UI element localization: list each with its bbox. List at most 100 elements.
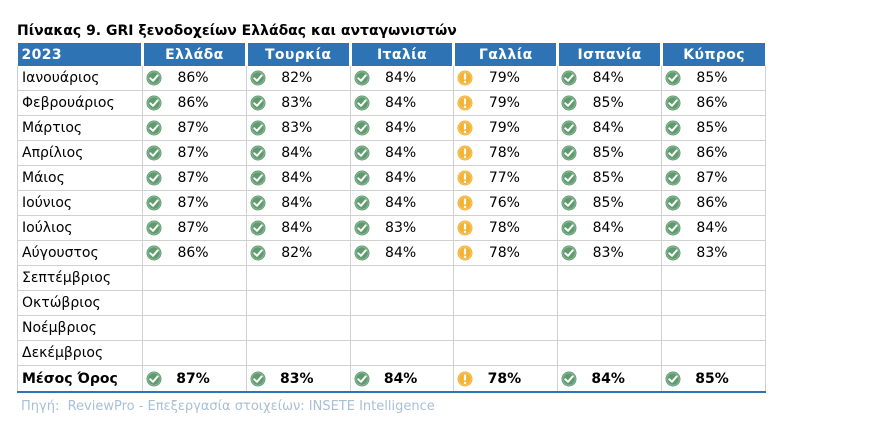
gri-value: 87% xyxy=(177,120,209,136)
gri-value: 83% xyxy=(696,245,728,261)
value-cell: 84% xyxy=(246,190,351,216)
value-cell: 83% xyxy=(661,240,766,266)
value-cell: 84% xyxy=(246,215,351,241)
gri-table: 2023 Ελλάδα Τουρκία Ιταλία Γαλλία Ισπανί… xyxy=(17,43,766,393)
value-cell xyxy=(350,290,455,316)
table-title: Πίνακας 9. GRI ξενοδοχείων Ελλάδας και α… xyxy=(17,23,457,39)
exclamation-circle-icon xyxy=(457,170,473,186)
header-country: Κύπρος xyxy=(661,43,766,66)
check-circle-icon xyxy=(665,220,681,236)
value-cell: 86% xyxy=(661,190,766,216)
exclamation-circle-icon xyxy=(457,220,473,236)
value-cell xyxy=(453,265,559,291)
check-circle-icon xyxy=(146,145,162,161)
value-cell xyxy=(661,340,766,366)
check-circle-icon xyxy=(146,220,162,236)
value-cell: 78% xyxy=(453,215,559,241)
check-circle-icon xyxy=(354,245,370,261)
gri-value: 83% xyxy=(385,220,417,236)
check-circle-icon xyxy=(665,371,681,387)
gri-value: 78% xyxy=(488,245,520,261)
check-circle-icon xyxy=(354,120,370,136)
check-circle-icon xyxy=(561,120,577,136)
gri-value: 86% xyxy=(177,95,209,111)
value-cell: 79% xyxy=(453,90,559,116)
gri-value: 86% xyxy=(696,95,728,111)
row-label: Νοέμβριος xyxy=(17,315,143,341)
check-circle-icon xyxy=(250,371,266,387)
value-cell: 84% xyxy=(557,66,662,91)
gri-value: 85% xyxy=(696,120,728,136)
check-circle-icon xyxy=(665,120,681,136)
gri-value: 84% xyxy=(696,220,728,236)
check-circle-icon xyxy=(146,70,162,86)
gri-value: 87% xyxy=(177,170,209,186)
gri-value: 76% xyxy=(488,195,520,211)
value-cell: 84% xyxy=(246,165,351,191)
value-cell: 86% xyxy=(661,90,766,116)
value-cell: 86% xyxy=(142,90,247,116)
value-cell xyxy=(142,290,247,316)
check-circle-icon xyxy=(354,170,370,186)
table-row: Ιανουάριος 86% 82% 84% 79% 84% 85% xyxy=(17,66,766,91)
value-cell: 84% xyxy=(557,115,662,141)
value-cell: 82% xyxy=(246,66,351,91)
gri-value: 85% xyxy=(696,70,728,86)
value-cell xyxy=(142,265,247,291)
check-circle-icon xyxy=(561,70,577,86)
check-circle-icon xyxy=(250,120,266,136)
value-cell: 87% xyxy=(142,190,247,216)
exclamation-circle-icon xyxy=(457,120,473,136)
value-cell: 78% xyxy=(453,365,559,393)
table-row: Νοέμβριος xyxy=(17,315,766,341)
value-cell: 79% xyxy=(453,115,559,141)
value-cell xyxy=(453,340,559,366)
gri-value: 78% xyxy=(488,220,520,236)
value-cell: 85% xyxy=(557,90,662,116)
value-cell xyxy=(246,315,351,341)
check-circle-icon xyxy=(665,245,681,261)
value-cell xyxy=(350,340,455,366)
gri-value: 82% xyxy=(281,70,313,86)
gri-value: 84% xyxy=(385,195,417,211)
source-note: Πηγή: ReviewPro - Επεξεργασία στοιχείων:… xyxy=(21,399,435,414)
table-row: Οκτώβριος xyxy=(17,290,766,316)
check-circle-icon xyxy=(250,70,266,86)
value-cell xyxy=(557,290,662,316)
gri-value: 84% xyxy=(281,220,313,236)
row-label: Σεπτέμβριος xyxy=(17,265,143,291)
value-cell xyxy=(142,315,247,341)
gri-value: 84% xyxy=(385,95,417,111)
value-cell xyxy=(246,290,351,316)
row-label: Μάρτιος xyxy=(17,115,143,141)
row-label: Οκτώβριος xyxy=(17,290,143,316)
value-cell: 84% xyxy=(350,66,455,91)
gri-value: 84% xyxy=(592,70,624,86)
value-cell: 87% xyxy=(142,165,247,191)
table-row: Μάρτιος 87% 83% 84% 79% 84% 85% xyxy=(17,115,766,141)
value-cell xyxy=(453,290,559,316)
check-circle-icon xyxy=(561,220,577,236)
value-cell: 84% xyxy=(350,115,455,141)
check-circle-icon xyxy=(561,371,577,387)
gri-value: 78% xyxy=(488,145,520,161)
average-row: Μέσος Όρος 87% 83% 84% 78% 84% 85% xyxy=(17,365,766,393)
header-year: 2023 xyxy=(17,43,144,66)
exclamation-circle-icon xyxy=(457,95,473,111)
check-circle-icon xyxy=(354,220,370,236)
value-cell xyxy=(142,340,247,366)
gri-value: 83% xyxy=(281,95,313,111)
check-circle-icon xyxy=(146,95,162,111)
gri-value: 84% xyxy=(385,170,417,186)
value-cell: 84% xyxy=(557,365,662,393)
check-circle-icon xyxy=(146,120,162,136)
gri-value: 83% xyxy=(281,120,313,136)
value-cell: 83% xyxy=(246,365,351,393)
value-cell: 83% xyxy=(246,90,351,116)
value-cell: 83% xyxy=(557,240,662,266)
gri-value: 85% xyxy=(592,95,624,111)
value-cell: 82% xyxy=(246,240,351,266)
table-row: Ιούνιος 87% 84% 84% 76% 85% 86% xyxy=(17,190,766,216)
header-country: Τουρκία xyxy=(246,43,352,66)
gri-value: 84% xyxy=(385,245,417,261)
